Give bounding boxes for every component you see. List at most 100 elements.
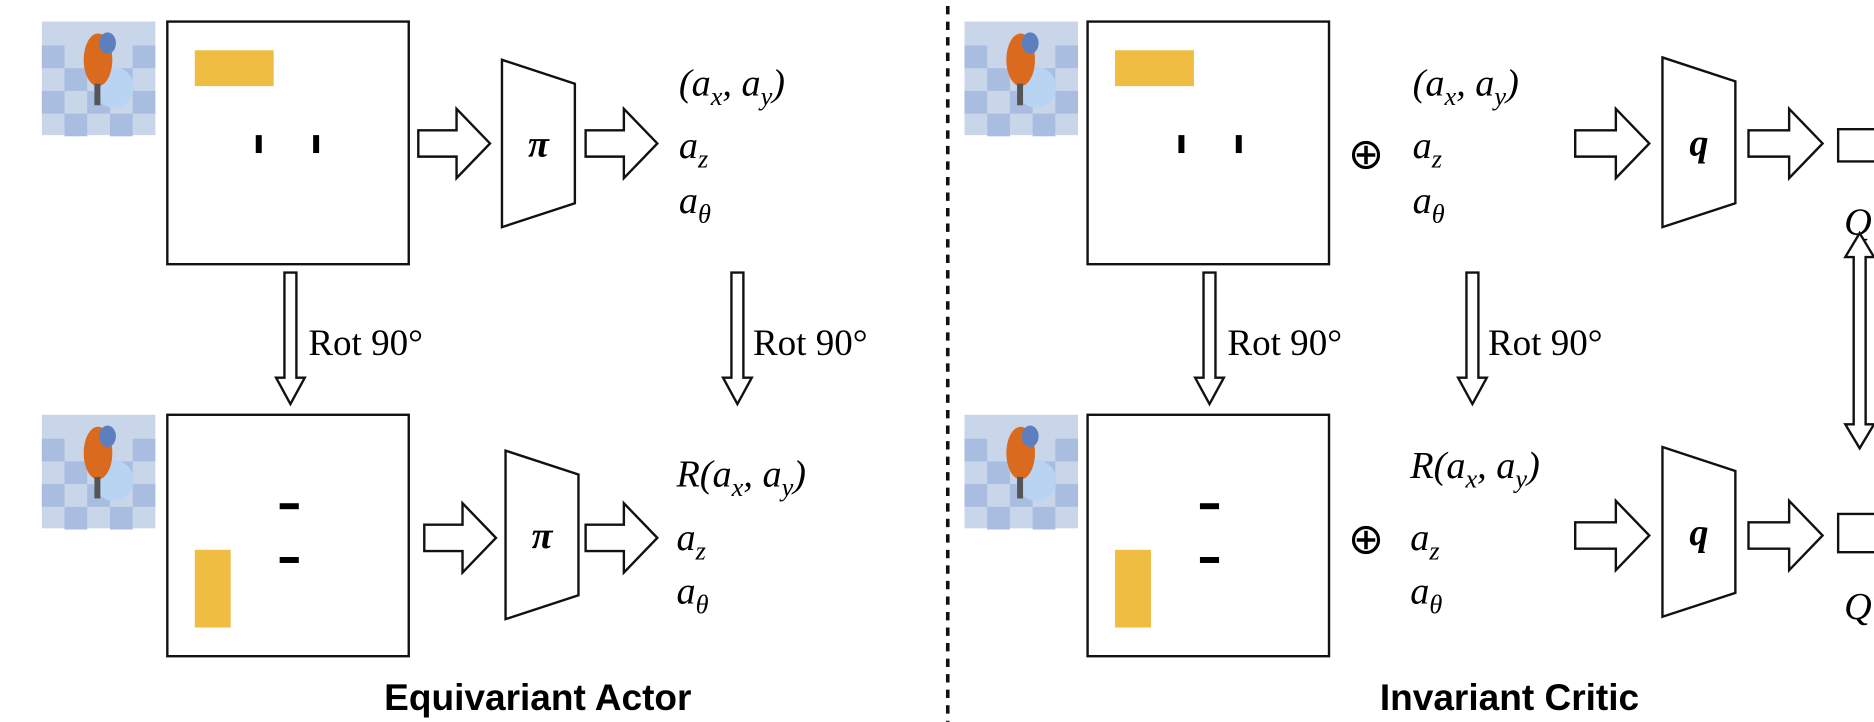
gripper-mark [280,503,299,509]
robot-joint [99,426,116,448]
gripper-mark [256,135,262,153]
text-part: a [1410,571,1429,613]
floor-tile [964,439,987,462]
floor-tile [1055,439,1078,462]
output-label: Q [1844,586,1872,628]
floor-tile [65,461,88,484]
text-part: R(a [1409,445,1465,487]
floor-tile [133,45,156,68]
object [1115,50,1194,86]
concat-symbol: ⊕ [1348,516,1384,563]
action-label: az [676,517,705,566]
subscript: θ [698,199,711,228]
rotation-label: Rot 90° [1488,323,1603,364]
subscript: x [710,82,723,111]
diagram: π(ax, ay)azaθRot 90°Rot 90°πR(ax, ay)aza… [0,0,1874,722]
gripper-mark [280,557,299,563]
floor-tile [110,507,133,530]
rotation-label: Rot 90° [1227,323,1342,364]
floor-tile [987,114,1010,137]
panel-title: Equivariant Actor [384,676,691,718]
network-label: π [532,515,554,557]
action-label: (ax, ay) [679,63,785,112]
text-part: a [676,571,695,613]
text-part: , a [743,453,781,495]
subscript: z [697,144,708,173]
robot-joint [1022,426,1039,448]
text-part: (a [679,63,711,105]
action-label: az [1410,517,1439,566]
text-part: , a [1456,63,1494,105]
rotation-label: Rot 90° [308,323,423,364]
gripper [94,477,100,499]
arrow [1458,273,1487,404]
robot-image [964,22,1078,137]
floor-tile [42,484,65,507]
subscript: z [695,536,706,565]
action-label: (ax, ay) [1413,63,1519,112]
concat-symbol: ⊕ [1348,132,1384,179]
action-label: R(ax, ay) [1409,445,1540,494]
arrow [586,109,658,178]
subscript: θ [1429,590,1442,619]
arrow [1195,273,1224,404]
action-label: aθ [679,180,711,229]
subscript: y [1512,465,1527,494]
output-box [1838,129,1874,161]
arrow [1575,501,1649,570]
gripper [1017,84,1023,106]
network-label: π [528,124,550,166]
subscript: y [758,82,773,111]
subscript: z [1428,536,1439,565]
floor-tile [987,461,1010,484]
floor-tile [133,484,156,507]
arrow [1575,109,1649,178]
gripper [1017,477,1023,499]
double-arrow [1845,233,1874,448]
gripper-mark [1236,135,1242,153]
rotation-label: Rot 90° [753,323,868,364]
floor-tile [42,439,65,462]
action-label: aθ [1410,571,1442,620]
floor-tile [133,439,156,462]
panel-title: Invariant Critic [1380,676,1639,718]
text-part: a [676,517,695,559]
text-part: ) [1525,445,1540,487]
floor-tile [65,114,88,137]
network-label: q [1689,512,1708,554]
subscript: y [779,473,794,502]
arrow [586,503,658,572]
subscript: y [1491,82,1506,111]
action-label: az [1413,125,1442,174]
gripper-mark [1200,503,1219,509]
text-part: , a [1477,445,1515,487]
text-part: a [679,125,698,167]
text-part: a [1413,125,1432,167]
gripper-mark [313,135,319,153]
floor-tile [42,91,65,114]
floor-tile [964,45,987,68]
gripper [94,84,100,106]
robot-joint [99,32,116,54]
action-label: aθ [676,571,708,620]
action-label: aθ [1413,180,1445,229]
action-label: R(ax, ay) [675,453,806,502]
gripper-mark [1178,135,1184,153]
floor-tile [65,68,88,91]
robot-image [42,415,156,530]
text-part: (a [1413,63,1445,105]
arrow [418,109,490,178]
robot-image [42,22,156,137]
subscript: θ [1432,199,1445,228]
object [1115,550,1151,628]
output-box [1838,514,1874,552]
floor-tile [110,114,133,137]
network-label: q [1689,122,1708,164]
subscript: x [1444,82,1457,111]
floor-tile [1033,507,1056,530]
object [195,550,231,628]
text-part: ) [770,63,785,105]
arrow [1749,501,1823,570]
floor-tile [1055,484,1078,507]
object [195,50,274,86]
